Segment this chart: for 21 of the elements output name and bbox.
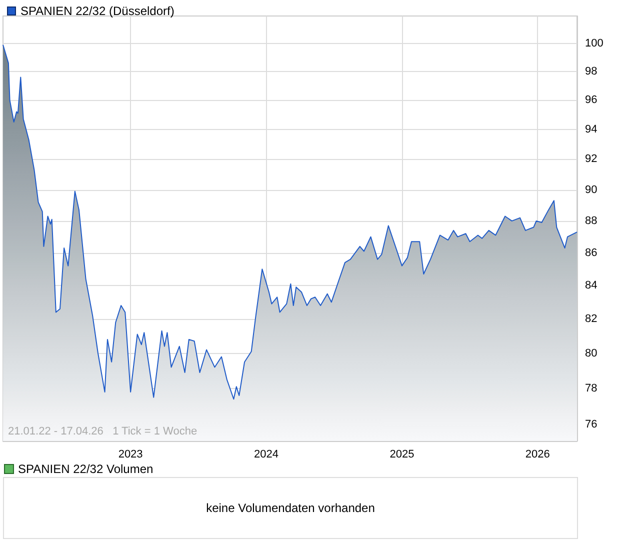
y-tick-label: 88 (585, 214, 598, 227)
legend-label: SPANIEN 22/32 (Düsseldorf) (20, 4, 174, 18)
x-tick-label: 2025 (390, 448, 414, 460)
y-tick-label: 100 (585, 37, 604, 50)
y-tick-label: 92 (585, 153, 598, 166)
x-tick-label: 2024 (254, 448, 278, 460)
y-tick-label: 82 (585, 312, 598, 325)
y-tick-label: 80 (585, 347, 598, 360)
y-tick-label: 76 (585, 418, 598, 430)
y-tick-label: 78 (585, 382, 598, 394)
text: keine Volumendaten vorhanden (206, 501, 375, 515)
y-tick-label: 84 (585, 280, 598, 292)
y-tick-label: 90 (585, 184, 598, 196)
y-tick-label: 96 (585, 94, 598, 106)
y-tick-label: 94 (585, 123, 598, 136)
y-tick-label: 98 (585, 66, 598, 78)
y-tick-label: 86 (585, 246, 598, 259)
x-tick-label: 2026 (525, 448, 550, 460)
text: SPANIEN 22/32 Volumen (18, 462, 154, 476)
x-tick-label: 2023 (118, 448, 143, 460)
annotation: 21.01.22 - 17.04.26 1 Tick = 1 Woche (8, 426, 198, 438)
